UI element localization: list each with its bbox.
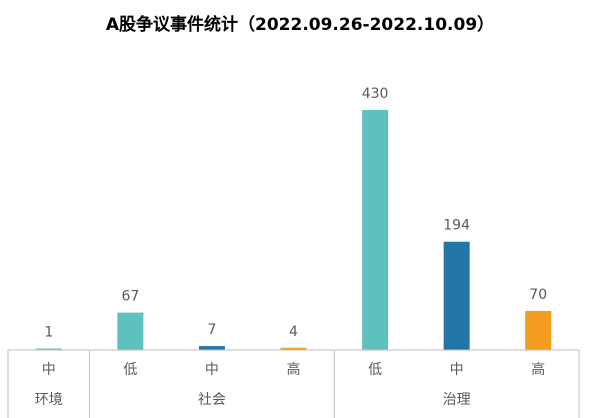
category-label-6: 高	[531, 361, 545, 378]
bar-1	[117, 312, 144, 350]
plot-area: 1 67 7 4 430 194 70 中 低 中 高 低 中 高环境 社会 治理	[7, 86, 580, 418]
bar-4	[362, 110, 389, 350]
value-label-6: 70	[529, 287, 547, 303]
value-label-3: 4	[289, 324, 298, 340]
chart-title: A股争议事件统计（2022.09.26-2022.10.09）	[106, 14, 494, 35]
group-label-2: 治理	[443, 392, 471, 408]
bar-5	[443, 241, 470, 350]
bar-3	[280, 347, 307, 350]
category-label-4: 低	[368, 362, 382, 378]
value-label-5: 194	[443, 218, 470, 234]
bar-2	[198, 346, 225, 350]
bar-0	[35, 348, 62, 350]
group-label-0: 环境	[35, 392, 63, 408]
category-label-3: 高	[287, 361, 301, 378]
value-label-4: 430	[362, 86, 389, 102]
group-label-1: 社会	[198, 392, 226, 408]
category-label-1: 低	[123, 362, 137, 378]
value-label-2: 7	[207, 322, 216, 338]
category-label-0: 中	[42, 362, 56, 378]
category-label-2: 中	[205, 362, 219, 378]
category-label-5: 中	[450, 362, 464, 378]
value-label-0: 1	[44, 325, 53, 341]
bar-6	[525, 310, 552, 350]
value-label-1: 67	[121, 289, 139, 305]
